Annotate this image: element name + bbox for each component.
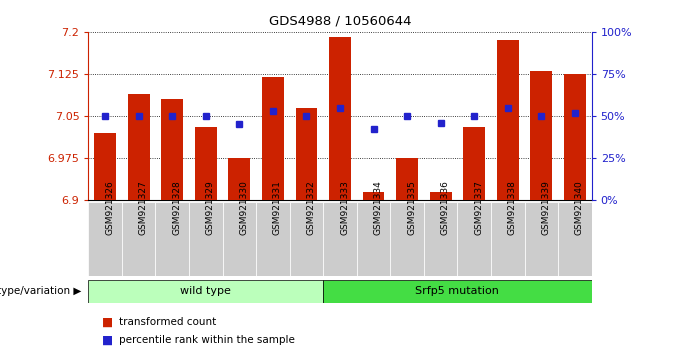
Bar	[458, 202, 491, 276]
Bar	[128, 93, 150, 200]
Text: GSM921332: GSM921332	[307, 180, 316, 235]
Bar	[296, 108, 318, 200]
Bar	[396, 158, 418, 200]
Text: GSM921328: GSM921328	[172, 180, 182, 235]
Text: GSM921340: GSM921340	[575, 180, 584, 235]
Text: wild type: wild type	[180, 286, 231, 296]
Text: GSM921326: GSM921326	[105, 180, 114, 235]
Bar	[88, 280, 323, 303]
Text: GSM921331: GSM921331	[273, 180, 282, 235]
Bar	[530, 71, 552, 200]
Bar	[122, 202, 156, 276]
Text: GSM921330: GSM921330	[239, 180, 248, 235]
Text: GSM921339: GSM921339	[541, 180, 550, 235]
Bar	[156, 202, 189, 276]
Text: ■: ■	[102, 333, 113, 346]
Bar	[362, 192, 384, 200]
Text: genotype/variation ▶: genotype/variation ▶	[0, 286, 82, 296]
Text: Srfp5 mutation: Srfp5 mutation	[415, 286, 499, 296]
Bar	[228, 158, 250, 200]
Text: GSM921337: GSM921337	[474, 180, 483, 235]
Bar	[430, 192, 452, 200]
Bar	[161, 99, 183, 200]
Bar	[463, 127, 485, 200]
Bar	[88, 202, 122, 276]
Bar	[329, 38, 351, 200]
Bar	[222, 202, 256, 276]
Bar	[323, 202, 357, 276]
Bar	[491, 202, 524, 276]
Bar	[497, 40, 519, 200]
Bar	[564, 74, 585, 200]
Bar	[256, 202, 290, 276]
Bar	[357, 202, 390, 276]
Text: GSM921327: GSM921327	[139, 180, 148, 235]
Text: percentile rank within the sample: percentile rank within the sample	[119, 335, 295, 345]
Text: GSM921329: GSM921329	[206, 180, 215, 235]
Text: ■: ■	[102, 316, 113, 329]
Bar	[262, 77, 284, 200]
Bar	[390, 202, 424, 276]
Bar	[95, 133, 116, 200]
Bar	[195, 127, 217, 200]
Text: transformed count: transformed count	[119, 317, 216, 327]
Bar	[290, 202, 323, 276]
Text: GSM921335: GSM921335	[407, 180, 416, 235]
Bar	[558, 202, 592, 276]
Text: GSM921338: GSM921338	[508, 180, 517, 235]
Bar	[424, 202, 458, 276]
Text: GSM921336: GSM921336	[441, 180, 449, 235]
Bar	[189, 202, 222, 276]
Text: GSM921333: GSM921333	[340, 180, 349, 235]
Text: GSM921334: GSM921334	[373, 180, 383, 235]
Bar	[323, 280, 592, 303]
Text: GDS4988 / 10560644: GDS4988 / 10560644	[269, 14, 411, 27]
Bar	[524, 202, 558, 276]
